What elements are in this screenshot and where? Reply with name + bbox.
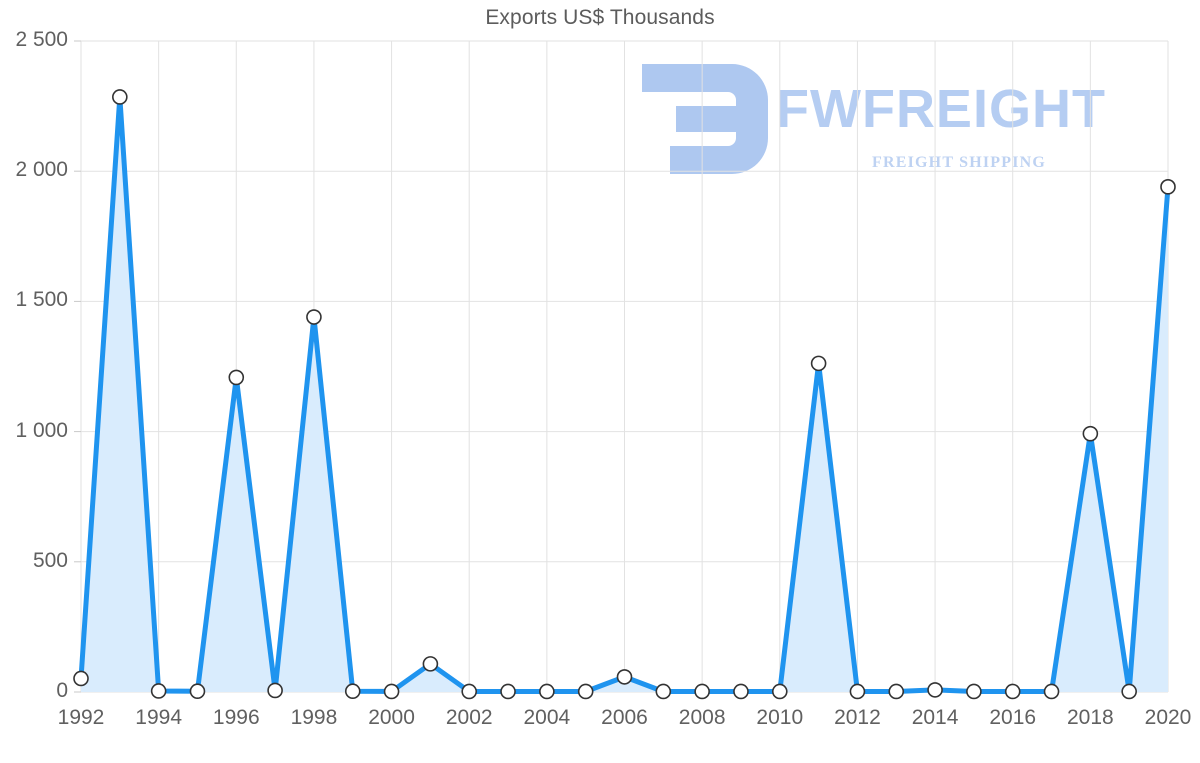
series-markers <box>73 89 1176 700</box>
y-tick-marks <box>74 40 81 693</box>
data-point-marker[interactable] <box>1121 683 1137 700</box>
data-point-marker[interactable] <box>1160 179 1176 195</box>
data-point-marker[interactable] <box>422 656 439 672</box>
data-point-marker[interactable] <box>655 683 672 700</box>
data-point-marker[interactable] <box>1082 425 1099 442</box>
data-point-marker[interactable] <box>1004 683 1021 700</box>
data-point-marker[interactable] <box>771 683 788 700</box>
data-point-marker[interactable] <box>810 355 827 372</box>
data-point-marker[interactable] <box>500 683 516 700</box>
data-point-marker[interactable] <box>73 670 89 687</box>
data-point-marker[interactable] <box>694 683 710 700</box>
data-point-marker[interactable] <box>383 683 400 700</box>
data-point-marker[interactable] <box>966 683 982 700</box>
data-point-marker[interactable] <box>267 682 283 699</box>
data-point-marker[interactable] <box>112 89 128 105</box>
data-point-marker[interactable] <box>849 683 866 700</box>
data-point-marker[interactable] <box>888 683 905 700</box>
data-point-marker[interactable] <box>1043 683 1060 700</box>
data-point-marker[interactable] <box>189 683 206 700</box>
data-point-marker[interactable] <box>539 683 555 700</box>
data-point-marker[interactable] <box>228 369 245 386</box>
data-point-marker[interactable] <box>344 683 361 700</box>
data-point-marker[interactable] <box>306 309 322 325</box>
data-point-marker[interactable] <box>150 683 167 699</box>
data-point-marker[interactable] <box>616 669 633 685</box>
data-point-marker[interactable] <box>577 683 594 700</box>
data-point-marker[interactable] <box>733 683 749 700</box>
data-point-marker[interactable] <box>461 683 478 700</box>
data-point-marker[interactable] <box>927 682 943 698</box>
